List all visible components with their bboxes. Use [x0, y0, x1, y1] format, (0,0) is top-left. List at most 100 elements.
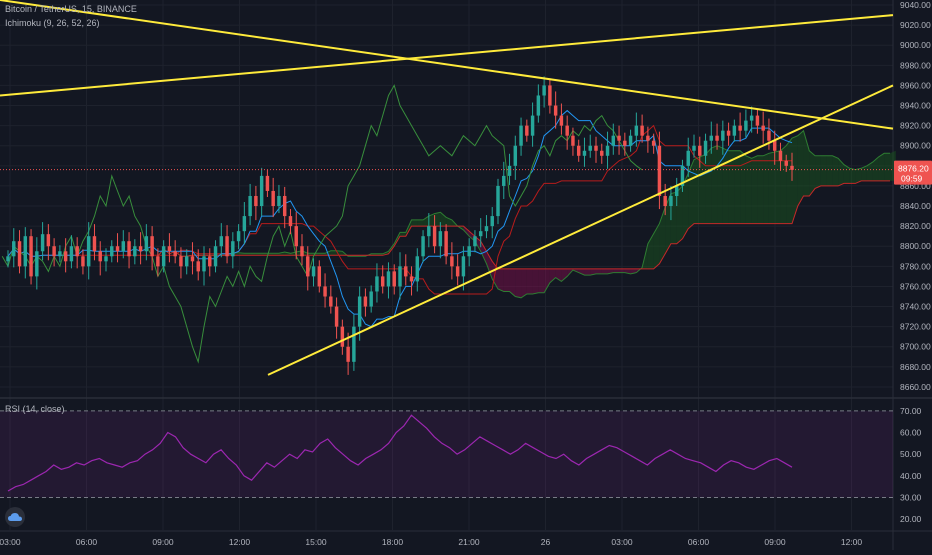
candle-body [29, 236, 33, 277]
candle-body [271, 190, 275, 207]
time-axis[interactable]: 03:00 06:00 09:00 12:00 15:00 18:00 21:00 26 03:… [0, 537, 862, 547]
cloud-segment [526, 268, 533, 294]
candle [651, 133, 656, 154]
price-tick-label: 9020.00 [900, 20, 931, 30]
candle [86, 222, 91, 280]
candle [92, 224, 97, 261]
candle [363, 288, 368, 317]
candle [127, 232, 131, 269]
time-tick-label: 06:00 [76, 537, 98, 547]
candle-body [398, 266, 402, 287]
candle-body [392, 271, 396, 287]
time-tick-label: 09:00 [764, 537, 786, 547]
candle [513, 135, 518, 180]
candle [167, 233, 172, 263]
candle-body [104, 256, 108, 262]
candle [236, 224, 241, 250]
candle [628, 129, 633, 152]
price-tick-label: 8700.00 [900, 342, 931, 352]
candle [208, 248, 212, 277]
candle-body [236, 231, 241, 242]
candle-body [605, 145, 610, 156]
cloud-segment [694, 157, 700, 224]
rsi-tick-label: 50.00 [900, 449, 922, 459]
trendline-ascending[interactable] [0, 14, 894, 97]
price-tick-label: 8680.00 [900, 362, 931, 372]
cloud-segment [699, 154, 706, 224]
candle [634, 112, 639, 147]
candle-body [98, 251, 102, 262]
candle-body [755, 115, 760, 126]
candle-body [196, 261, 200, 272]
candle [450, 242, 454, 280]
cloud-segment [278, 252, 285, 256]
cloud-segment [849, 168, 856, 184]
candle [703, 133, 708, 164]
candle [444, 224, 448, 265]
cloud-segment [619, 268, 625, 273]
candle-body [156, 256, 160, 267]
candle-body [628, 135, 633, 146]
candle-body [565, 125, 569, 136]
trendline-support[interactable] [267, 84, 894, 376]
candle [455, 254, 460, 286]
cloud-segment [411, 219, 418, 227]
candle [484, 215, 489, 239]
candle [519, 117, 523, 156]
candle [738, 112, 742, 142]
trendlines[interactable] [0, 0, 894, 376]
candle-body [369, 291, 373, 307]
candle-body [421, 236, 425, 257]
candle [52, 238, 56, 267]
candle [507, 153, 512, 185]
candle-body [450, 256, 454, 267]
cloud-segment [855, 168, 862, 184]
candle [248, 183, 252, 226]
cloud-segment [820, 155, 827, 186]
candle [75, 237, 79, 269]
tradingview-logo[interactable] [5, 507, 25, 527]
candle-body [507, 165, 512, 176]
candle [755, 108, 760, 134]
candle-body [6, 256, 10, 262]
cloud-segment [809, 150, 816, 196]
candle [565, 115, 569, 150]
candle-body [767, 130, 771, 141]
candle-body [623, 140, 627, 146]
trendline-descending[interactable] [0, 0, 894, 130]
candle [686, 137, 690, 177]
cloud-segment [498, 268, 504, 292]
candle-body [150, 236, 154, 257]
cloud-segment [521, 268, 527, 298]
candle [600, 143, 604, 164]
candle [594, 136, 598, 163]
candle [115, 233, 120, 263]
rsi-tick-label: 40.00 [900, 471, 922, 481]
cloud-segment [463, 226, 470, 237]
candle-body [415, 256, 420, 282]
candle-body [300, 246, 304, 257]
candle [669, 185, 673, 221]
candle-body [473, 236, 477, 247]
candle-body [346, 346, 350, 362]
candle [17, 230, 22, 274]
candle [663, 183, 667, 216]
candle-body [611, 135, 616, 146]
cloud-segment [578, 268, 585, 276]
candle [138, 232, 143, 265]
candle [265, 169, 270, 197]
cloud-segment [792, 135, 798, 224]
candle-body [179, 256, 183, 267]
price-tick-label: 8960.00 [900, 80, 931, 90]
candle-body [323, 286, 327, 297]
price-axis[interactable]: 9040.00 9020.00 9000.00 8980.00 8960.00 8940.… [900, 0, 931, 392]
candle-body [772, 140, 777, 151]
cloud-segment [843, 164, 850, 184]
candle-body [75, 246, 79, 257]
cloud-segment [440, 212, 447, 227]
rsi-axis[interactable]: 70.00 60.00 50.00 40.00 30.00 20.00 [900, 406, 922, 524]
candle [294, 212, 298, 260]
candle [334, 297, 339, 339]
candle-body [334, 306, 339, 327]
